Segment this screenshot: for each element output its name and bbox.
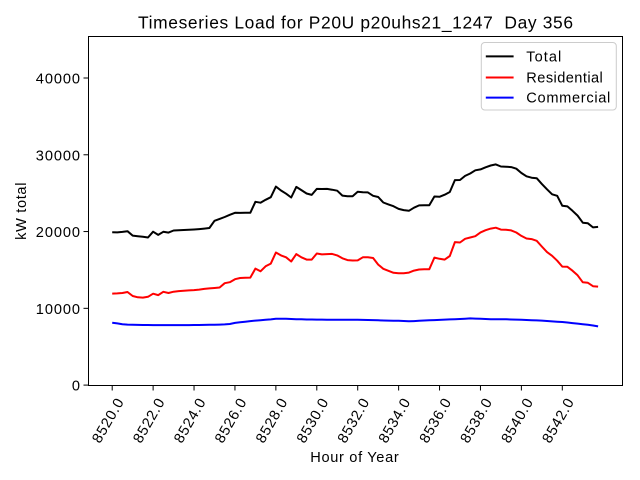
svg-text:Commercial: Commercial — [526, 91, 610, 107]
svg-text:Timeseries Load for P20U p20uh: Timeseries Load for P20U p20uhs21_1247 D… — [138, 13, 573, 33]
svg-text:20000: 20000 — [36, 225, 80, 241]
svg-text:Total: Total — [526, 49, 561, 65]
svg-text:kW total: kW total — [14, 183, 30, 240]
svg-text:0: 0 — [72, 379, 80, 395]
svg-text:10000: 10000 — [36, 302, 80, 318]
svg-text:40000: 40000 — [36, 72, 80, 88]
svg-text:Residential: Residential — [526, 71, 603, 87]
svg-text:30000: 30000 — [36, 148, 80, 164]
svg-text:Hour of Year: Hour of Year — [310, 450, 399, 466]
